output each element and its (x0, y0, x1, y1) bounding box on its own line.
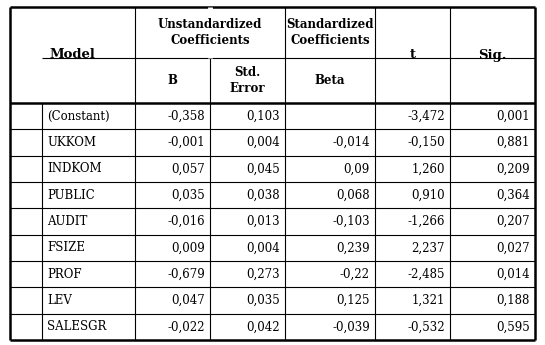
Text: 0,004: 0,004 (246, 241, 280, 254)
Text: PUBLIC: PUBLIC (47, 189, 95, 202)
Text: UKKOM: UKKOM (47, 136, 96, 149)
Text: -0,001: -0,001 (167, 136, 205, 149)
Text: 2,237: 2,237 (411, 241, 445, 254)
Text: 0,209: 0,209 (496, 162, 530, 175)
Text: LEV: LEV (47, 294, 72, 307)
Text: Sig.: Sig. (479, 49, 507, 61)
Text: -0,022: -0,022 (167, 321, 205, 333)
Text: -0,039: -0,039 (332, 321, 370, 333)
Text: t: t (409, 49, 415, 61)
Text: 1,321: 1,321 (411, 294, 445, 307)
Text: 0,595: 0,595 (496, 321, 530, 333)
Text: -0,22: -0,22 (340, 268, 370, 281)
Text: 0,273: 0,273 (246, 268, 280, 281)
Text: -0,150: -0,150 (407, 136, 445, 149)
Text: 0,042: 0,042 (246, 321, 280, 333)
Text: 0,035: 0,035 (246, 294, 280, 307)
Text: 0,045: 0,045 (246, 162, 280, 175)
Text: B: B (167, 74, 178, 87)
Text: -2,485: -2,485 (408, 268, 445, 281)
Text: 0,207: 0,207 (496, 215, 530, 228)
Text: -0,679: -0,679 (167, 268, 205, 281)
Text: 0,057: 0,057 (171, 162, 205, 175)
Text: -3,472: -3,472 (407, 110, 445, 123)
Text: 0,013: 0,013 (246, 215, 280, 228)
Text: -0,532: -0,532 (407, 321, 445, 333)
Text: 0,910: 0,910 (411, 189, 445, 202)
Text: 0,038: 0,038 (246, 189, 280, 202)
Text: 0,09: 0,09 (344, 162, 370, 175)
Text: -0,103: -0,103 (332, 215, 370, 228)
Text: 0,009: 0,009 (171, 241, 205, 254)
Text: Std.
Error: Std. Error (229, 67, 265, 95)
Text: 0,035: 0,035 (171, 189, 205, 202)
Text: 0,068: 0,068 (336, 189, 370, 202)
Text: Beta: Beta (315, 74, 345, 87)
Text: (Constant): (Constant) (47, 110, 110, 123)
Text: -1,266: -1,266 (408, 215, 445, 228)
Text: Standardized
Coefficients: Standardized Coefficients (286, 19, 374, 47)
Text: 1,260: 1,260 (411, 162, 445, 175)
Text: 0,239: 0,239 (336, 241, 370, 254)
Text: 0,027: 0,027 (496, 241, 530, 254)
Text: FSIZE: FSIZE (47, 241, 85, 254)
Text: -0,358: -0,358 (167, 110, 205, 123)
Text: 0,881: 0,881 (496, 136, 530, 149)
Text: Unstandardized
Coefficients: Unstandardized Coefficients (158, 19, 262, 47)
Text: INDKOM: INDKOM (47, 162, 101, 175)
Text: 0,125: 0,125 (336, 294, 370, 307)
Text: Model: Model (50, 49, 95, 61)
Text: SALESGR: SALESGR (47, 321, 106, 333)
Text: 0,364: 0,364 (496, 189, 530, 202)
Text: 0,103: 0,103 (246, 110, 280, 123)
Text: AUDIT: AUDIT (47, 215, 87, 228)
Text: 0,188: 0,188 (496, 294, 530, 307)
Text: -0,016: -0,016 (167, 215, 205, 228)
Text: 0,004: 0,004 (246, 136, 280, 149)
Text: 0,001: 0,001 (496, 110, 530, 123)
Text: 0,014: 0,014 (496, 268, 530, 281)
Text: PROF: PROF (47, 268, 82, 281)
Text: 0,047: 0,047 (171, 294, 205, 307)
Text: -0,014: -0,014 (332, 136, 370, 149)
